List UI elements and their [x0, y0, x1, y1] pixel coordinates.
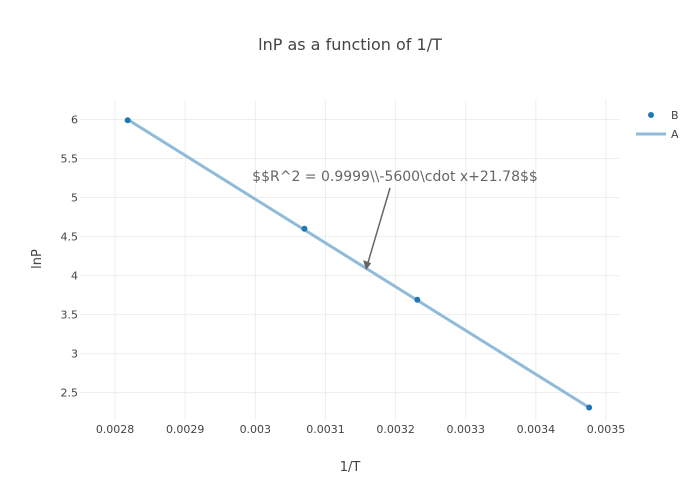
y-tick-label: 3 — [71, 348, 78, 361]
data-point[interactable] — [124, 117, 131, 124]
x-tick-label: 0.0028 — [96, 423, 135, 436]
x-tick-label: 0.0034 — [517, 423, 556, 436]
y-tick-label: 5.5 — [61, 153, 79, 166]
y-tick-label: 4.5 — [61, 231, 79, 244]
y-tick-label: 2.5 — [61, 387, 79, 400]
annotation-arrow — [367, 187, 391, 263]
data-point[interactable] — [414, 296, 421, 303]
y-axis-ticks: 2.5 3 3.5 4 4.5 5 5.5 6 — [61, 114, 79, 400]
series-line-A — [126, 118, 590, 409]
plot-area — [124, 117, 593, 411]
x-axis-title: 1/T — [340, 460, 361, 475]
data-point[interactable] — [301, 225, 308, 232]
x-tick-label: 0.0029 — [166, 423, 205, 436]
legend-label[interactable]: B — [671, 109, 679, 122]
x-tick-label: 0.0033 — [446, 423, 485, 436]
chart-title: lnP as a function of 1/T — [258, 35, 442, 54]
x-tick-label: 0.0032 — [376, 423, 415, 436]
x-axis-ticks: 0.0028 0.0029 0.003 0.0031 0.0032 0.0033 0.003… — [96, 423, 625, 436]
y-tick-label: 4 — [71, 270, 78, 283]
legend[interactable]: BA — [636, 109, 679, 141]
annotation-arrowhead — [363, 260, 372, 271]
y-axis-title: lnP — [30, 249, 45, 269]
x-tick-label: 0.0035 — [587, 423, 626, 436]
x-tick-label: 0.0031 — [306, 423, 345, 436]
data-point[interactable] — [586, 404, 593, 411]
annotation-text: $$R^2 = 0.9999\\-5600\cdot x+21.78$$ — [252, 169, 538, 185]
annotation: $$R^2 = 0.9999\\-5600\cdot x+21.78$$ — [252, 169, 538, 271]
grid — [80, 100, 620, 420]
y-tick-label: 5 — [71, 192, 78, 205]
y-tick-label: 6 — [71, 114, 78, 127]
legend-marker[interactable] — [648, 112, 654, 118]
legend-label[interactable]: A — [671, 128, 679, 141]
y-tick-label: 3.5 — [61, 309, 79, 322]
x-tick-label: 0.003 — [240, 423, 272, 436]
